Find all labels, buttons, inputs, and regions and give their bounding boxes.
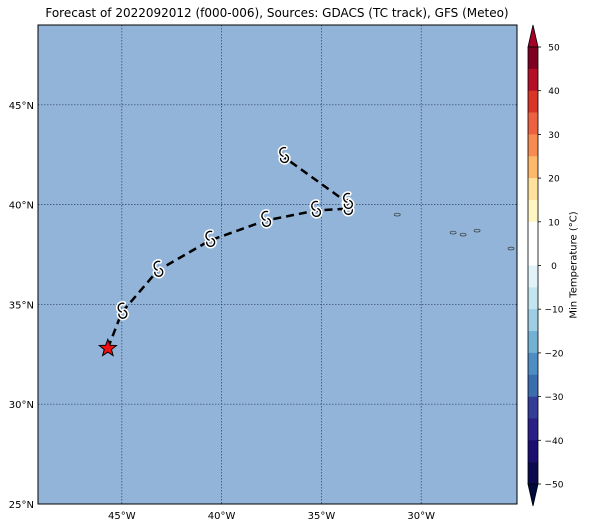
y-tick-label: 30°N <box>9 400 34 411</box>
colorbar-label: Min Temperature (°C) <box>568 211 580 319</box>
x-tick-label: 45°W <box>108 511 136 522</box>
colorbar-tick-label: 20 <box>548 175 560 185</box>
cyclone-icon-stroke <box>311 200 322 218</box>
island-outline <box>393 212 401 217</box>
colorbar-tick-label: 10 <box>548 218 560 228</box>
cyclone-icon-stroke <box>343 192 354 210</box>
cyclone-icon-stroke <box>117 302 128 319</box>
colorbar-segment <box>528 134 538 157</box>
map-frame <box>37 24 518 505</box>
colorbar-segment <box>528 440 538 463</box>
colorbar-tick-label: −10 <box>545 306 564 316</box>
x-tick-label: 30°W <box>407 511 435 522</box>
colorbar-tick-label: 30 <box>548 131 560 141</box>
current-position-star <box>97 337 118 357</box>
colorbar-segment <box>528 221 538 244</box>
x-tick-label: 40°W <box>208 511 236 522</box>
colorbar-tick-label: −30 <box>545 393 564 403</box>
colorbar-segment <box>528 352 538 376</box>
colorbar-tick-label: −40 <box>545 437 564 447</box>
y-tick-labels: 25°N 30°N 35°N 40°N 45°N <box>9 101 34 511</box>
colorbar-segment <box>528 68 538 91</box>
colorbar-segment <box>528 309 538 332</box>
cyclone-icon-stroke <box>153 260 164 277</box>
colorbar-segment <box>528 90 538 113</box>
colorbar-segment <box>528 287 538 310</box>
colorbar-segment <box>528 331 538 354</box>
colorbar-tick-label: 50 <box>548 44 560 54</box>
colorbar-extend-bottom <box>527 483 539 507</box>
colorbar-segment <box>528 178 538 201</box>
colorbar-segment <box>528 396 538 419</box>
cyclone-icon <box>309 199 323 219</box>
island-outline <box>473 228 481 233</box>
colorbar-segment <box>528 199 538 223</box>
y-tick-label: 25°N <box>9 500 34 511</box>
colorbar-tick-label: 0 <box>551 262 557 272</box>
colorbar-segment <box>528 243 538 266</box>
x-tick-labels: 45°W 40°W 35°W 30°W <box>108 511 435 522</box>
colorbar-segment <box>528 156 538 179</box>
graticule <box>38 25 517 504</box>
colorbar: 50 40 30 20 10 0 −10 −20 −30 −40 −50 <box>527 24 564 507</box>
cyclone-icon <box>115 301 130 321</box>
colorbar-segment <box>528 47 538 70</box>
islands-layer <box>393 212 515 251</box>
storm-track <box>97 145 355 357</box>
colorbar-tick-label: −20 <box>545 349 564 359</box>
cyclone-icon <box>341 191 355 211</box>
cyclone-icon-stroke <box>279 146 290 164</box>
cyclone-icon <box>203 229 217 249</box>
island-outline <box>449 230 457 235</box>
colorbar-segment <box>528 374 538 397</box>
cyclone-icon <box>259 209 273 229</box>
y-tick-label: 40°N <box>9 201 34 212</box>
colorbar-segment <box>528 265 538 288</box>
island-outline <box>507 246 515 251</box>
island-outline <box>459 232 467 237</box>
colorbar-segment <box>528 462 538 485</box>
cyclone-icon <box>277 145 291 165</box>
map-ocean <box>38 25 517 504</box>
colorbar-segment <box>528 418 538 441</box>
cyclone-icon <box>151 259 165 279</box>
chart-title: Forecast of 2022092012 (f000-006), Sourc… <box>45 6 509 20</box>
colorbar-tick-label: 40 <box>548 87 560 97</box>
colorbar-extend-top <box>527 24 539 48</box>
y-tick-label: 35°N <box>9 300 34 311</box>
cyclone-icon-stroke <box>261 210 272 228</box>
y-tick-label: 45°N <box>9 101 34 112</box>
colorbar-segment <box>528 112 538 135</box>
x-tick-label: 35°W <box>308 511 336 522</box>
cyclone-icon-stroke <box>205 230 216 247</box>
colorbar-tick-label: −50 <box>545 481 564 491</box>
